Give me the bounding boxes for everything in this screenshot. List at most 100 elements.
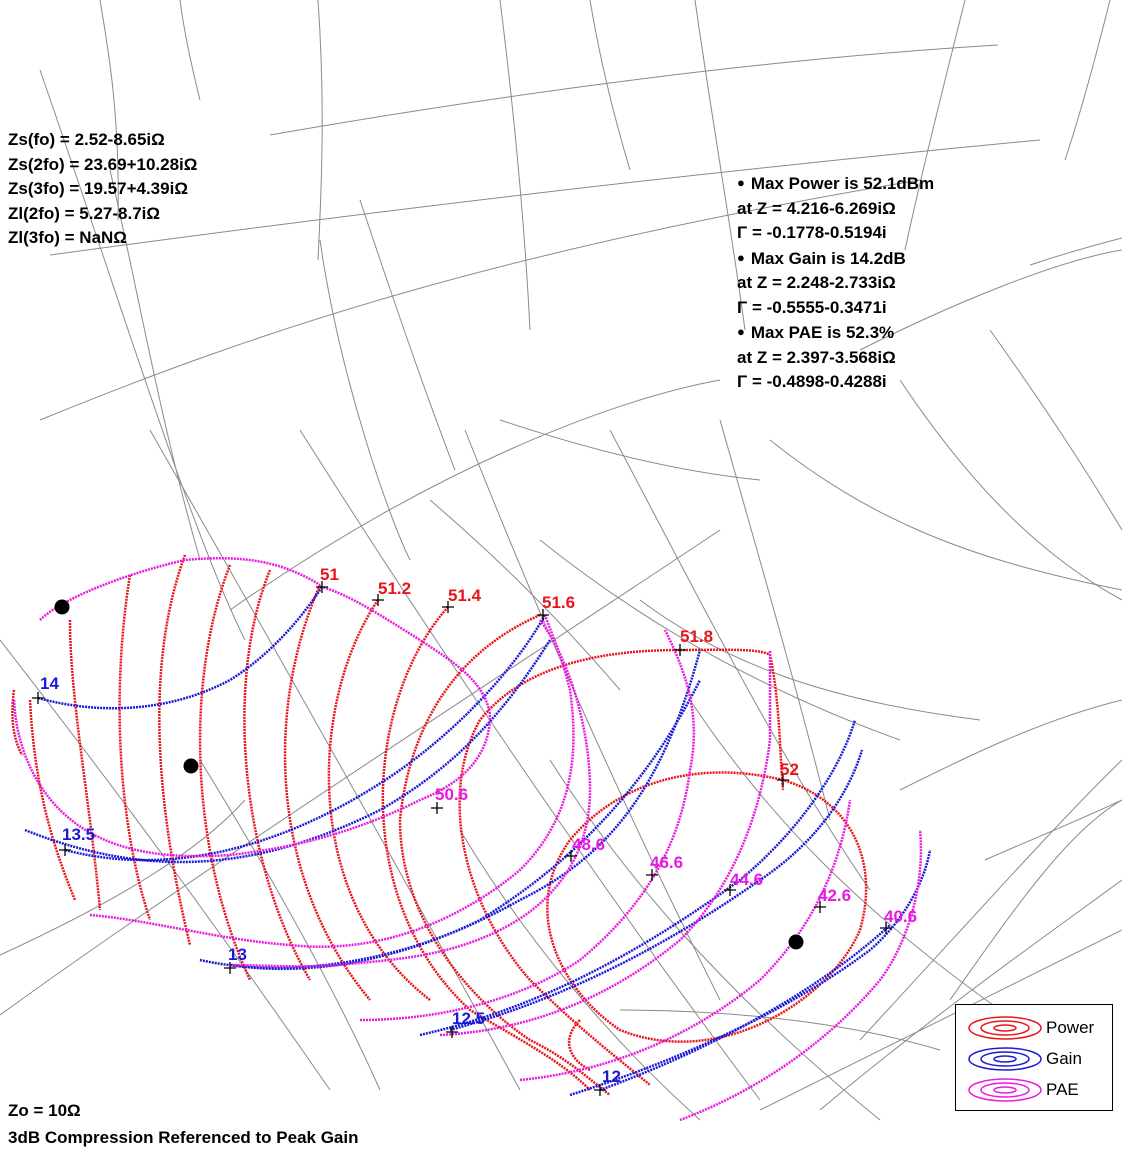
contour-gain [37,586,324,710]
contour-marker [446,1026,458,1038]
contour-power [198,564,252,981]
grid-line [499,419,761,481]
contour-marker [565,850,577,862]
contour-marker [880,922,892,934]
maxima-text: at Z = 2.248-2.733iΩ [737,273,896,292]
maxima-line: Γ = -0.4898-0.4288i [737,370,934,395]
legend-swatch-pae [968,1078,1042,1102]
grid-line [859,249,1122,351]
contour-pae [679,829,923,1122]
contour-marker [537,609,549,621]
contour-lines [11,554,932,1122]
grid-line [549,759,881,1121]
contour-marker [59,844,71,856]
grid-line [179,0,201,101]
contour-power [546,771,868,1043]
contour-gain [449,749,864,1032]
contour-power [381,606,591,1091]
grid-line [229,379,721,611]
grid-line [904,0,966,251]
impedance-point [788,934,804,950]
contour-power [568,1019,591,1072]
contour-marker [594,1084,606,1096]
grid-line [609,429,871,891]
contour-pae [12,585,492,858]
contour-label-gain: 14 [40,674,59,693]
grid-line [899,699,1122,791]
maxima-text: at Z = 4.216-6.269iΩ [737,198,896,218]
maxima-text: Γ = -0.1778-0.5194i [737,223,887,242]
contour-power [158,554,192,946]
grid-line [689,699,1001,1011]
contour-label-pae: 42.6 [818,886,851,905]
contour-gain [419,719,857,1037]
grid-line [619,1009,941,1051]
impedance-points [54,599,804,950]
grid-line [769,439,1122,591]
grid-line [719,419,831,821]
impedance-zl-2fo: Zl(2fo) = 5.27-8.7iΩ [8,203,161,223]
contour-gain [229,649,702,971]
impedance-zs-fo: Zs(fo) = 2.52-8.65iΩ [8,130,165,149]
legend-label-gain: Gain [1046,1049,1082,1068]
contour-marker [777,774,789,786]
grid-line [199,759,381,1091]
maxima-line: at Z = 4.216-6.269iΩ [737,197,934,222]
contour-power [11,689,24,756]
grid-line [859,759,1122,1041]
contour-label-power: 51.2 [378,579,411,598]
contour-markers [32,581,892,1096]
grid-line [429,499,621,691]
maxima-text: Γ = -0.5555-0.3471i [737,297,887,317]
contour-label-power: 51.6 [542,593,575,612]
impedance-zs-2fo: Zs(2fo) = 23.69+10.28iΩ [8,154,198,174]
legend-swatch-gain [968,1047,1042,1071]
footer-block: Zo = 10Ω 3dB Compression Referenced to P… [8,1097,359,1151]
grid-line [0,529,721,1016]
contour-power [398,613,611,1096]
grid-line [319,239,411,561]
grid-line [539,539,901,741]
impedance-zl-3fo: Zl(3fo) = NaNΩ [8,228,127,247]
contour-power [28,699,77,901]
contour-marker [431,802,443,814]
grid-line [0,639,331,1091]
contour-marker [372,594,384,606]
impedance-point [54,599,70,615]
maxima-line: at Z = 2.397-3.568iΩ [737,346,934,371]
grid-line [459,829,701,1121]
maxima-block: ● Max Power is 52.1dBm at Z = 4.216-6.269i… [737,171,934,395]
grid-line [639,599,981,721]
contour-label-pae: 48.6 [572,835,605,854]
contour-power [458,648,681,1086]
grid-line [589,0,631,171]
contour-gain [599,924,891,1092]
grid-line [49,139,1041,256]
legend-item-gain: Gain [966,1044,1082,1074]
contour-marker [32,692,44,704]
bullet-icon: ● [737,175,745,190]
grid-line [694,0,746,331]
contour-pae [39,557,321,621]
contour-label-power: 51 [320,565,339,584]
contour-label-gain: 13 [228,945,247,964]
legend-label-power: Power [1046,1018,1095,1037]
grid-line [39,179,921,421]
contour-label-pae: 44.6 [730,870,763,889]
compression-note: 3dB Compression Referenced to Peak Gain [8,1128,359,1147]
impedance-zs-3fo: Zs(3fo) = 19.57+4.39iΩ [8,179,188,198]
contour-gain [64,614,547,862]
contour-power [327,599,431,1001]
contour-labels: 51 51.2 51.4 51.6 51.8 52 14 13.5 13 12.5 12 50.6 48… [40,565,917,1086]
grid-line [499,0,531,331]
grid-line [949,799,1122,1001]
grid-line [39,69,246,641]
grid-line [464,429,721,1001]
contour-marker [814,901,826,913]
contour-pae [519,799,852,1082]
impedance-point [183,758,199,774]
contour-power [118,574,152,921]
contour-marker [224,962,236,974]
zo-label: Zo = 10Ω [8,1101,81,1120]
